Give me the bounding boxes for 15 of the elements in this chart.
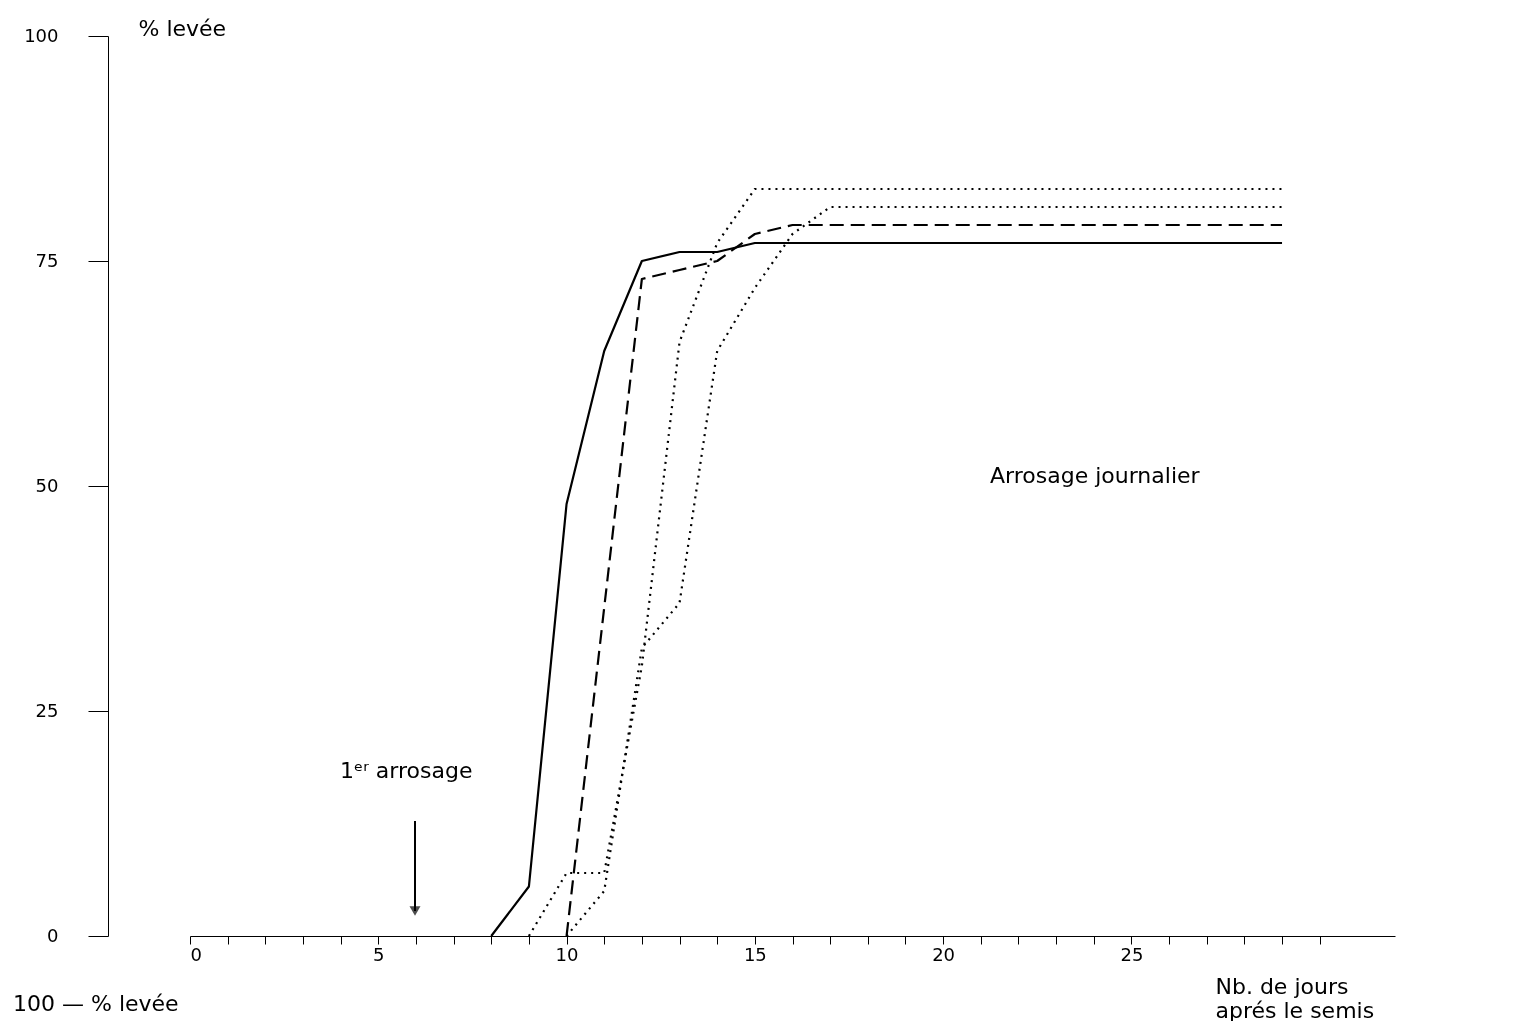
y-tick-label: 50 — [35, 474, 59, 496]
y-tick-label: 0 — [47, 924, 59, 946]
x-tick-label: 10 — [555, 943, 579, 965]
y-tick-label: 100 — [24, 24, 59, 46]
y-tick-label: 75 — [35, 249, 59, 271]
text: 100 — % levée — [13, 991, 179, 1016]
annotation: Arrosage journalier — [990, 463, 1201, 488]
y-tick-label: 25 — [35, 699, 59, 721]
x-tick-label: 5 — [373, 943, 385, 965]
x-tick-label: 15 — [743, 943, 767, 965]
x-tick-label: 0 — [190, 943, 202, 965]
annotation: 1ᵉʳ arrosage — [340, 758, 473, 783]
x-tick-label: 20 — [932, 943, 956, 965]
y-axis-title: % levée — [138, 15, 227, 41]
x-tick-label: 25 — [1120, 943, 1144, 965]
